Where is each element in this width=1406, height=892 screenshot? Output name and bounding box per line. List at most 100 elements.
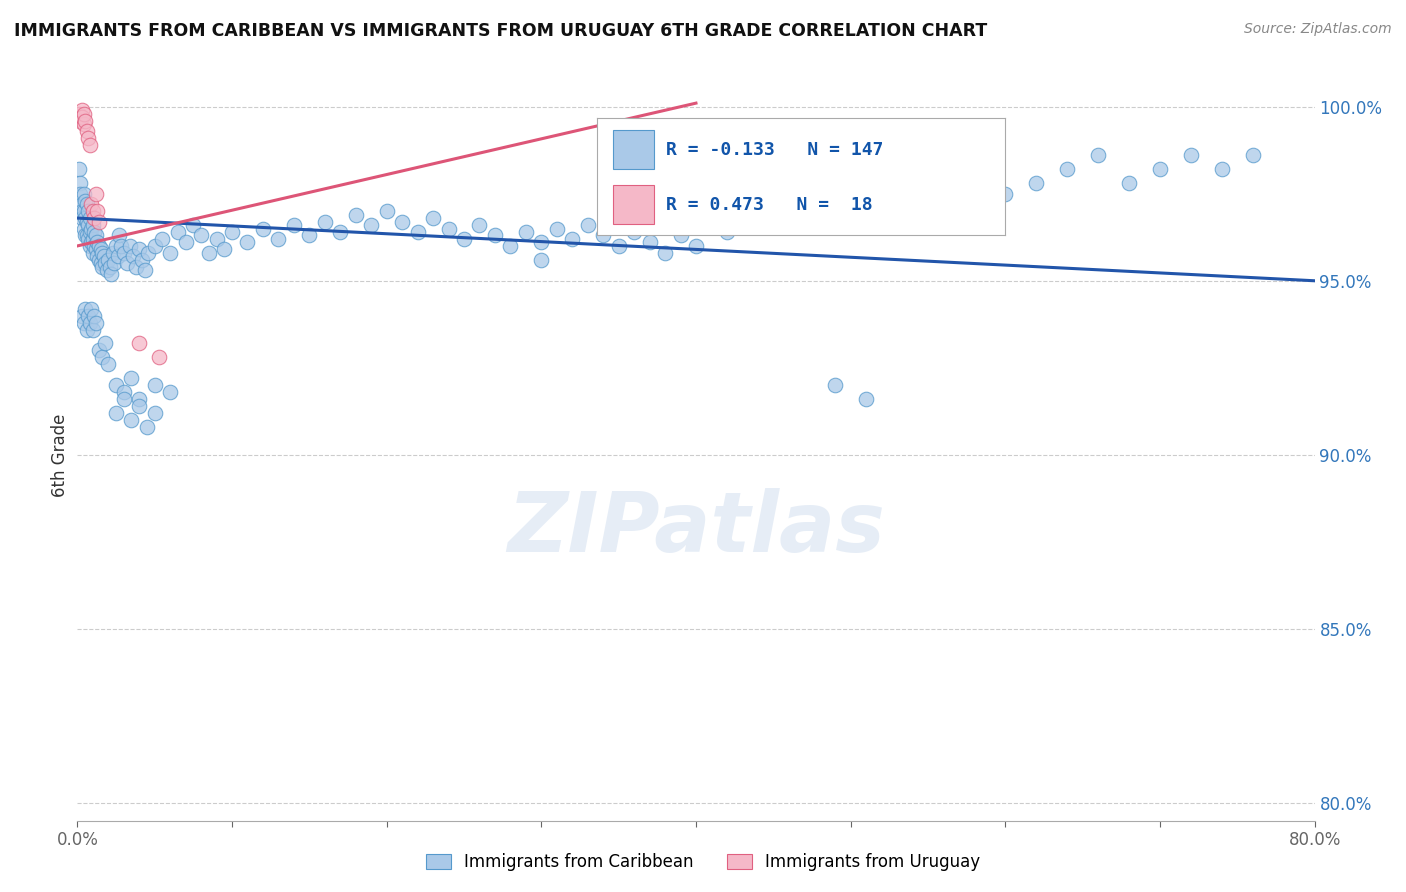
- Point: [77, 309, 100, 323]
- Point: [638, 235, 661, 250]
- Point: [1118, 176, 1140, 190]
- Point: [685, 239, 707, 253]
- Point: [205, 232, 228, 246]
- Text: ZIPatlas: ZIPatlas: [508, 488, 884, 568]
- Point: [406, 225, 429, 239]
- Point: [84, 243, 107, 257]
- Point: [72, 204, 94, 219]
- Point: [112, 246, 135, 260]
- Point: [83, 225, 105, 239]
- Point: [654, 246, 676, 260]
- Point: [79, 239, 101, 253]
- Point: [118, 239, 141, 253]
- Point: [437, 221, 460, 235]
- Point: [107, 249, 129, 263]
- Point: [82, 322, 104, 336]
- Point: [72, 316, 94, 330]
- Point: [1149, 162, 1171, 177]
- Point: [607, 239, 630, 253]
- Point: [86, 204, 108, 219]
- Point: [344, 208, 367, 222]
- Point: [214, 243, 236, 257]
- Point: [125, 260, 148, 274]
- Text: Source: ZipAtlas.com: Source: ZipAtlas.com: [1244, 22, 1392, 37]
- Point: [839, 197, 862, 211]
- Point: [391, 214, 413, 228]
- Point: [252, 221, 274, 235]
- Point: [576, 218, 599, 232]
- Point: [76, 214, 98, 228]
- Point: [329, 225, 352, 239]
- Point: [108, 228, 131, 243]
- Point: [83, 239, 105, 253]
- Point: [115, 256, 138, 270]
- Point: [122, 249, 145, 263]
- Point: [143, 378, 166, 392]
- Point: [79, 211, 101, 225]
- Point: [808, 211, 831, 225]
- Point: [136, 420, 159, 434]
- Point: [82, 232, 104, 246]
- Point: [94, 336, 117, 351]
- Point: [112, 385, 135, 400]
- Point: [91, 260, 114, 274]
- Y-axis label: 6th Grade: 6th Grade: [51, 413, 69, 497]
- Point: [105, 239, 128, 253]
- Point: [855, 392, 877, 407]
- Text: IMMIGRANTS FROM CARIBBEAN VS IMMIGRANTS FROM URUGUAY 6TH GRADE CORRELATION CHART: IMMIGRANTS FROM CARIBBEAN VS IMMIGRANTS …: [14, 22, 987, 40]
- Point: [70, 204, 93, 219]
- Point: [103, 256, 125, 270]
- Point: [77, 204, 100, 219]
- Point: [592, 228, 614, 243]
- Point: [190, 228, 212, 243]
- Point: [143, 406, 166, 420]
- Point: [79, 137, 101, 152]
- Point: [134, 263, 156, 277]
- Point: [77, 218, 100, 232]
- Point: [76, 124, 98, 138]
- Point: [76, 197, 98, 211]
- Point: [1241, 148, 1264, 162]
- Point: [67, 162, 90, 177]
- Point: [221, 225, 243, 239]
- Point: [70, 110, 93, 124]
- Point: [82, 218, 104, 232]
- Point: [98, 260, 121, 274]
- Point: [1025, 176, 1047, 190]
- Point: [901, 197, 924, 211]
- Point: [314, 214, 336, 228]
- Point: [267, 232, 290, 246]
- Point: [77, 131, 100, 145]
- Point: [76, 228, 98, 243]
- Point: [236, 235, 259, 250]
- Point: [75, 228, 96, 243]
- Point: [131, 252, 153, 267]
- Point: [159, 385, 181, 400]
- Point: [747, 211, 769, 225]
- Point: [128, 243, 150, 257]
- Point: [121, 413, 143, 427]
- Point: [138, 246, 160, 260]
- Point: [1180, 148, 1202, 162]
- Point: [72, 221, 94, 235]
- Point: [94, 256, 117, 270]
- Point: [298, 228, 321, 243]
- Point: [121, 371, 143, 385]
- Point: [375, 204, 398, 219]
- Point: [82, 204, 104, 219]
- Point: [84, 228, 107, 243]
- Point: [174, 235, 197, 250]
- Point: [1056, 162, 1078, 177]
- Point: [128, 392, 150, 407]
- Point: [79, 316, 101, 330]
- Point: [561, 232, 583, 246]
- Point: [82, 246, 104, 260]
- Point: [546, 221, 568, 235]
- Point: [80, 235, 103, 250]
- Point: [91, 246, 114, 260]
- Point: [70, 309, 93, 323]
- Point: [932, 186, 955, 201]
- Point: [86, 249, 108, 263]
- Point: [84, 316, 107, 330]
- Point: [183, 218, 205, 232]
